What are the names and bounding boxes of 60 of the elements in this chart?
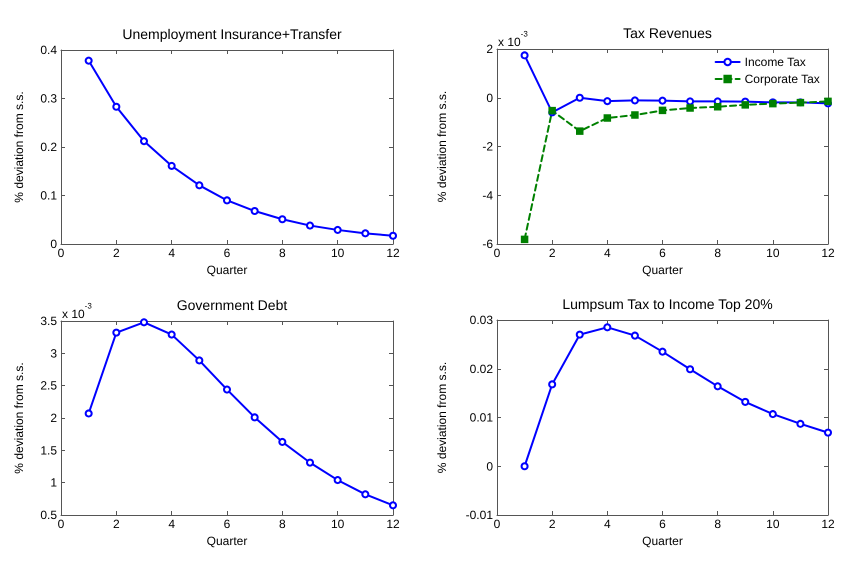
x-tick-label: 2 — [548, 517, 556, 531]
y-axis-title: % deviation from s.s. — [12, 362, 26, 474]
y-tick-label: 0.01 — [470, 410, 494, 424]
chart-title: Unemployment Insurance+Transfer — [122, 26, 342, 42]
y-tick-label: 2 — [50, 411, 58, 425]
x-tick-label: 2 — [112, 246, 120, 260]
y-tick-label: -2 — [482, 140, 494, 154]
x-tick-label: 12 — [821, 517, 835, 531]
x-axis-title: Quarter — [642, 534, 683, 548]
chart-title: Tax Revenues — [623, 25, 712, 41]
x-tick-label: 6 — [659, 246, 666, 260]
y-tick-label: 3 — [50, 346, 58, 360]
y-tick-label: 0.4 — [40, 43, 58, 57]
x-axis-title: Quarter — [206, 262, 248, 277]
x-tick-label: 10 — [766, 246, 780, 260]
x-tick-label: 6 — [224, 517, 231, 531]
y-axis-title: % deviation from s.s. — [435, 90, 449, 202]
chart-title: Lumpsum Tax to Income Top 20% — [562, 296, 773, 312]
x-tick-label: 4 — [168, 517, 176, 531]
y-tick-label: 0.3 — [40, 92, 58, 106]
y-axis-title: % deviation from s.s. — [12, 91, 26, 203]
y-tick-label: -6 — [482, 237, 494, 251]
x-tick-label: 4 — [604, 246, 611, 260]
y-tick-label: 0 — [486, 90, 494, 105]
x-tick-label: 8 — [714, 246, 722, 260]
x-tick-label: 8 — [278, 517, 286, 531]
y-tick-label: 0.02 — [470, 362, 494, 376]
x-tick-label: 6 — [224, 246, 231, 260]
chart-title: Government Debt — [176, 297, 288, 313]
y-tick-label: 2 — [486, 42, 494, 56]
x-tick-label: 12 — [821, 246, 835, 260]
y-tick-label: 2.5 — [40, 378, 58, 393]
legend-label: Corporate Tax — [744, 72, 820, 86]
y-tick-label: 1.5 — [40, 443, 58, 458]
y-tick-label: 1 — [50, 476, 58, 490]
y-tick-label: -4 — [482, 188, 494, 202]
y-tick-label: -0.01 — [466, 508, 494, 522]
x-tick-label: 12 — [386, 517, 400, 531]
x-axis-title: Quarter — [206, 534, 248, 548]
x-tick-label: 8 — [278, 246, 286, 260]
y-tick-label: 0.03 — [470, 313, 494, 327]
x-tick-label: 10 — [766, 517, 780, 531]
y-tick-label: 0.2 — [40, 140, 58, 154]
x-axis-title: Quarter — [642, 262, 683, 277]
y-tick-label: 0.1 — [40, 188, 58, 202]
x-tick-label: 10 — [330, 517, 345, 531]
x-tick-label: 2 — [548, 246, 556, 260]
y-tick-label: 0.5 — [40, 508, 58, 522]
x-tick-label: 8 — [714, 517, 722, 531]
y-tick-label: 0 — [50, 237, 58, 251]
x-tick-label: 4 — [604, 517, 611, 531]
x-tick-label: 10 — [330, 246, 345, 260]
x-tick-label: 4 — [168, 246, 176, 260]
legend-label: Income Tax — [744, 55, 806, 69]
y-tick-label: 3.5 — [40, 314, 58, 328]
x-tick-label: 2 — [112, 517, 120, 531]
x-tick-label: 12 — [386, 246, 400, 260]
y-tick-label: 0 — [486, 459, 494, 474]
x-tick-label: 6 — [659, 517, 666, 531]
y-axis-title: % deviation from s.s. — [435, 362, 449, 474]
